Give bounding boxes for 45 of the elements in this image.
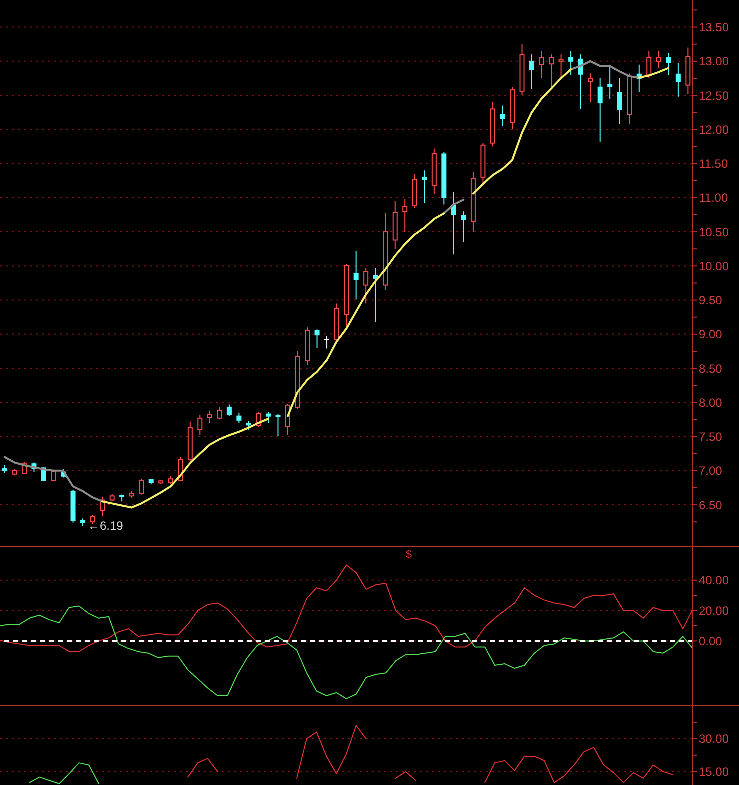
y-tick-label: 7.50 <box>699 430 723 444</box>
candlestick <box>598 78 603 142</box>
candlestick <box>500 105 506 127</box>
y-tick-label: 6.50 <box>699 498 723 512</box>
candlestick <box>656 50 662 69</box>
candlestick <box>686 47 691 95</box>
candlestick <box>451 192 456 256</box>
line-series <box>29 762 100 784</box>
y-tick-label: 12.50 <box>699 88 730 103</box>
y-tick-label: 12.00 <box>699 122 730 137</box>
y-tick-label: 9.00 <box>699 328 723 342</box>
annotation: $ <box>406 549 412 561</box>
line-series <box>0 606 694 700</box>
y-tick-label: 11.50 <box>699 157 728 172</box>
candlestick <box>588 73 594 103</box>
candlestick <box>539 50 544 79</box>
y-tick-label: 10.00 <box>699 259 730 274</box>
annotation: ←6.19 <box>88 519 124 533</box>
y-tick-label: 11.00 <box>699 191 728 206</box>
candlestick <box>617 78 622 125</box>
candlestick <box>470 171 476 233</box>
candlestick <box>530 54 535 90</box>
y-tick-label: 30.00 <box>699 732 730 746</box>
candlestick <box>354 250 359 300</box>
candlestick <box>608 66 613 100</box>
y-tick-label: 9.50 <box>699 294 723 308</box>
candlestick <box>676 62 681 98</box>
candlestick <box>568 50 574 76</box>
line-series <box>0 564 694 652</box>
candlestick <box>373 268 378 323</box>
candlestick <box>558 54 564 79</box>
y-tick-label: 40.00 <box>699 574 730 588</box>
y-tick-label: 8.00 <box>699 396 723 410</box>
candlestick <box>422 170 428 204</box>
y-tick-label: 10.50 <box>699 225 730 240</box>
y-tick-label: 13.00 <box>699 54 730 69</box>
y-tick-label: 8.50 <box>699 362 723 376</box>
candlestick <box>402 198 408 233</box>
candlestick <box>392 200 398 250</box>
y-tick-label: 20.00 <box>699 604 730 618</box>
y-tick-label: 0.00 <box>699 634 723 648</box>
y-tick-label: 15.00 <box>699 765 730 780</box>
candlestick <box>666 52 672 76</box>
y-tick-label: 7.00 <box>699 464 723 478</box>
y-tick-label: 13.50 <box>699 20 730 35</box>
